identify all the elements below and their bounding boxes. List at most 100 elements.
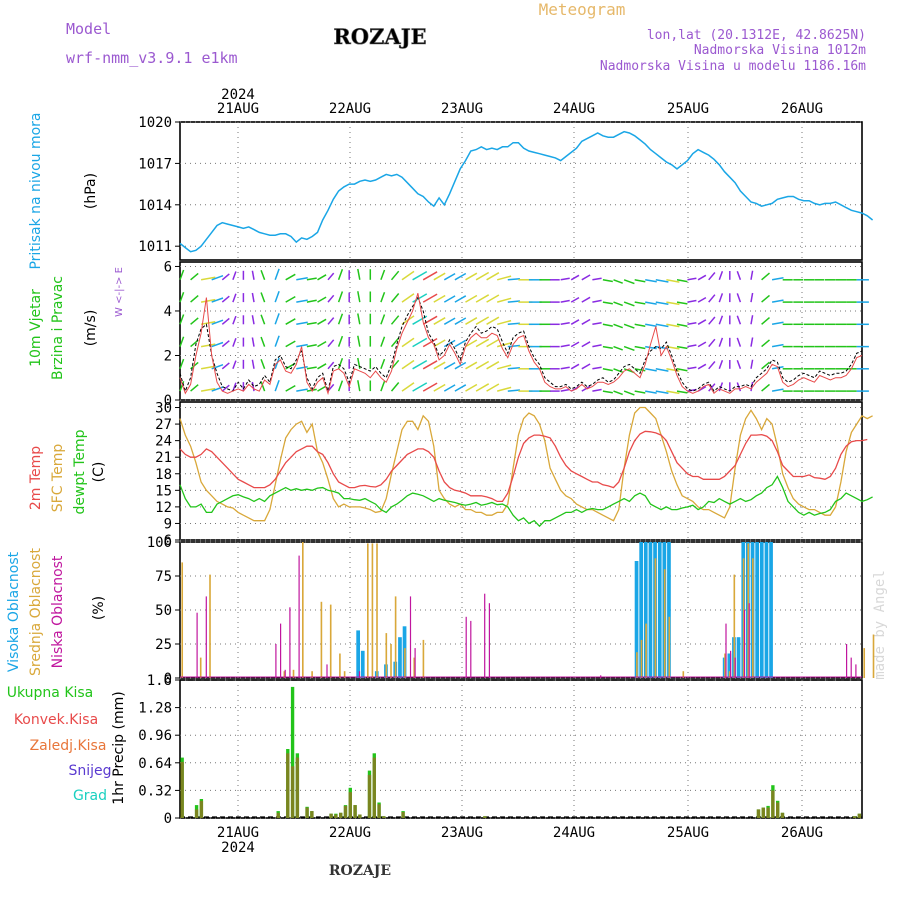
cloud-high-bar — [639, 542, 644, 678]
wind-arrow — [200, 298, 216, 303]
wind-arrow — [357, 335, 361, 347]
wind-arrow — [761, 317, 770, 325]
cloud-ylabel-mid: Srednja Oblacnost — [28, 548, 44, 676]
wind-arrow — [507, 389, 520, 392]
wind-arrow — [613, 368, 623, 373]
wind-arrow — [687, 277, 697, 281]
wind-arrow — [634, 390, 646, 394]
wind-arrow — [390, 337, 400, 348]
wind-arrow — [718, 270, 724, 281]
wind-arrow — [260, 381, 266, 392]
y-tick-label: 15 — [155, 483, 172, 499]
y-tick-label: 1014 — [138, 198, 172, 214]
wind-arrow — [750, 315, 754, 325]
wind-arrow — [560, 366, 570, 370]
wind-arrow — [655, 345, 669, 350]
wind-arrow — [190, 295, 199, 303]
wind-arrow — [497, 297, 512, 303]
wind-arrow — [232, 315, 237, 325]
wind-arrow — [581, 385, 591, 392]
wind-arrow — [337, 291, 344, 303]
temp-unit: (C) — [91, 462, 107, 483]
wind-arrow — [750, 337, 754, 347]
wind-arrow — [422, 271, 438, 281]
cloud-mid-bar — [404, 648, 406, 678]
y-tick-label: 18 — [155, 467, 172, 483]
cloud-mid-bar — [733, 574, 736, 678]
day-label-top: 23AUG — [441, 101, 483, 117]
wind-arrow — [486, 272, 500, 281]
cloud-mid-bar — [343, 671, 346, 678]
wind-arrow — [390, 293, 400, 303]
wind-arrow — [687, 344, 697, 348]
wind-arrow — [357, 268, 361, 280]
wind-arrow — [676, 279, 688, 283]
wind-arrow — [211, 319, 224, 326]
wind-arrow — [380, 336, 386, 347]
precip-conv-bar — [372, 757, 376, 818]
wind-arrow — [771, 299, 784, 303]
wind-arrow — [285, 295, 296, 303]
precip-conv-bar — [780, 812, 785, 818]
wind-arrow — [337, 269, 344, 281]
wind-arrow — [497, 275, 512, 281]
wind-arrow — [401, 359, 415, 370]
precip-conv-bar — [483, 816, 487, 818]
wind-arrow — [179, 314, 185, 325]
wind-arrow — [613, 323, 623, 329]
wind-arrow — [676, 301, 688, 305]
wind-arrow — [592, 366, 602, 370]
wind-arrow — [655, 323, 669, 328]
wind-arrow — [645, 323, 657, 328]
wind-arrow — [357, 291, 361, 303]
wind-arrow — [761, 361, 770, 370]
wind-arrow — [422, 382, 438, 392]
cloud-low-bar — [748, 603, 750, 678]
wind-arrow — [465, 294, 478, 303]
pressure-unit: (hPa) — [83, 173, 99, 209]
cloud-low-bar — [414, 648, 416, 678]
wind-arrow — [666, 323, 680, 328]
cloud-mid-bar — [636, 652, 638, 678]
cloud-low-bar — [743, 610, 746, 678]
wind-arrow — [497, 319, 512, 326]
cloud-mid-bar — [682, 671, 685, 678]
wind-arrow — [200, 321, 216, 326]
wind-arrow — [221, 295, 230, 303]
wind-arrow — [390, 270, 400, 281]
wind-arrow — [645, 368, 657, 372]
wind-arrow — [560, 299, 570, 303]
precip-conv-bar — [367, 774, 372, 818]
wind-arrow — [327, 294, 335, 303]
y-tick-label: 1.6 — [147, 673, 172, 689]
wind-arrow — [645, 301, 657, 305]
wind-arrow — [285, 340, 296, 348]
wind-arrow — [645, 345, 657, 350]
wind-arrow — [475, 271, 490, 281]
precip-conv-bar — [180, 761, 184, 818]
cloud-low-bar — [196, 612, 198, 678]
day-label-bottom: 22AUG — [329, 825, 371, 841]
wind-arrow — [317, 363, 327, 370]
wind-arrow — [570, 319, 580, 325]
wind-arrow — [211, 363, 224, 370]
wind-arrow — [433, 339, 446, 348]
wind-arrow — [221, 362, 230, 370]
wind-arrow — [337, 380, 344, 392]
cloud-mid-bar — [339, 653, 341, 678]
precip-conv-bar — [290, 766, 295, 819]
wind-arrow — [761, 383, 770, 392]
cloud-mid-bar — [283, 671, 286, 678]
wind-arrow — [306, 321, 317, 326]
wind-arrow — [337, 358, 344, 370]
wind-arrow — [718, 315, 724, 325]
wind-arrow — [560, 388, 570, 392]
cloud-mid-bar — [872, 634, 875, 678]
cloud-mid-bar — [367, 543, 369, 678]
cloud-mid-bar — [668, 616, 671, 678]
cloud-high-bar — [736, 637, 741, 678]
wind-arrow — [687, 299, 697, 303]
wind-arrow — [592, 344, 602, 348]
cloud-high-bar — [360, 650, 365, 678]
wind-arrow — [666, 390, 680, 395]
